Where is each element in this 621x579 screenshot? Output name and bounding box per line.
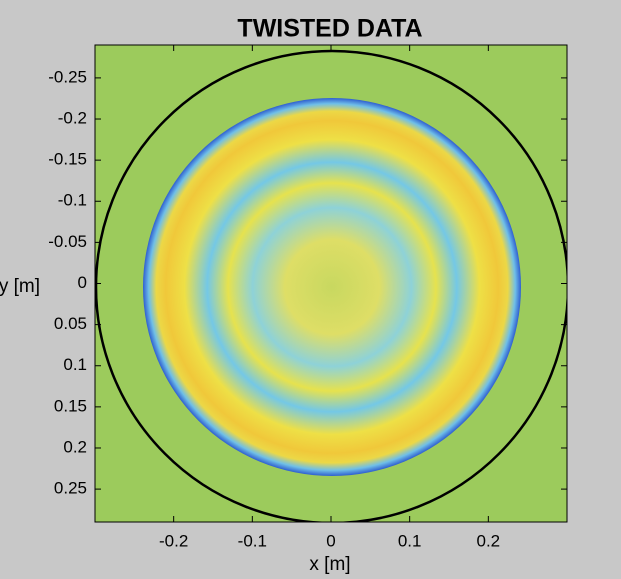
- x-tick-label: 0.1: [398, 531, 422, 550]
- y-tick-label: 0.25: [54, 479, 87, 498]
- x-tick-label: 0.2: [477, 531, 501, 550]
- y-tick-label: -0.2: [58, 109, 87, 128]
- y-tick-label: -0.05: [48, 232, 87, 251]
- y-tick-label: 0.1: [63, 355, 87, 374]
- y-tick-label: -0.1: [58, 191, 87, 210]
- y-axis-label: y [m]: [0, 276, 40, 297]
- image-disk: [143, 98, 521, 476]
- x-axis-label: x [m]: [309, 554, 350, 575]
- x-tick-label: 0: [326, 531, 335, 550]
- y-tick-label: 0.2: [63, 437, 87, 456]
- x-tick-label: -0.1: [238, 531, 267, 550]
- y-tick-label: -0.15: [48, 150, 87, 169]
- y-tick-label: 0.15: [54, 396, 87, 415]
- plot-area: [95, 45, 567, 522]
- outer-ring: [95, 49, 567, 522]
- y-tick-label: -0.25: [48, 67, 87, 86]
- x-tick-label: -0.2: [159, 531, 188, 550]
- chart-title: TWISTED DATA: [237, 15, 422, 43]
- y-tick-label: 0: [78, 273, 87, 292]
- y-tick-label: 0.05: [54, 314, 87, 333]
